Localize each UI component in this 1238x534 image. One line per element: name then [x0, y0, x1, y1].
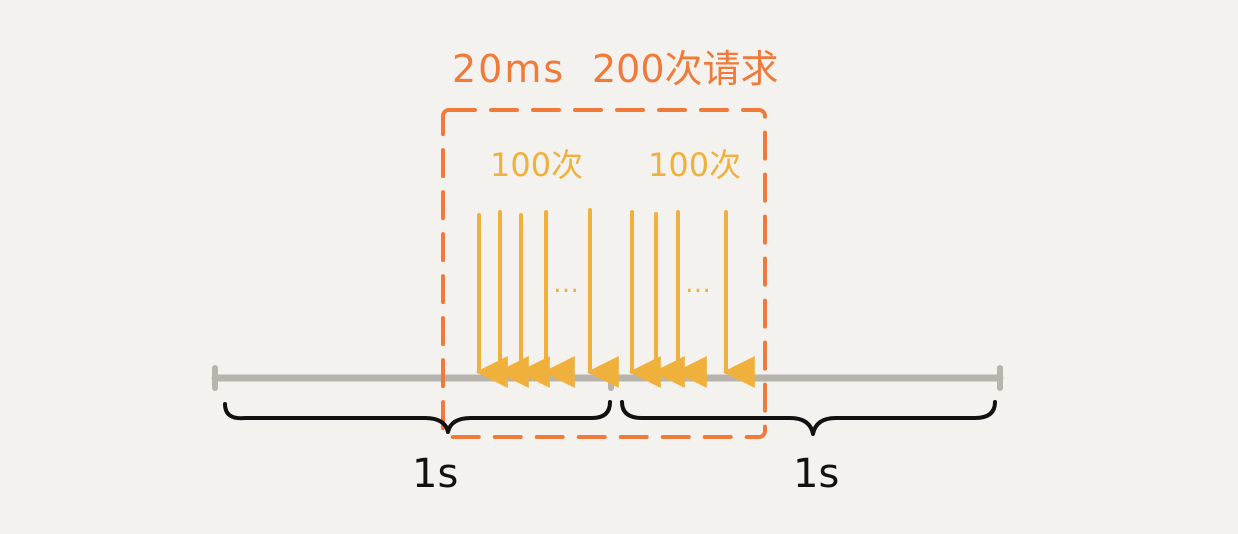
- brace-second-second: [620, 400, 997, 436]
- group-2-ellipsis: …: [685, 269, 711, 299]
- brace-first-second: [223, 400, 612, 434]
- request-arrows-group-2: [628, 210, 755, 388]
- time-window-box: [441, 108, 767, 439]
- group-2-count-label: 100次: [648, 146, 741, 184]
- window-requests-label: 200次请求: [592, 47, 779, 91]
- group-1-count-label: 100次: [490, 146, 583, 184]
- timeline: [211, 363, 1004, 391]
- window-duration-label: 20ms: [452, 47, 565, 91]
- group-1-ellipsis: …: [553, 269, 579, 299]
- second-second-label: 1s: [793, 451, 839, 497]
- request-arrows-group-1: [475, 208, 619, 388]
- first-second-label: 1s: [412, 451, 458, 497]
